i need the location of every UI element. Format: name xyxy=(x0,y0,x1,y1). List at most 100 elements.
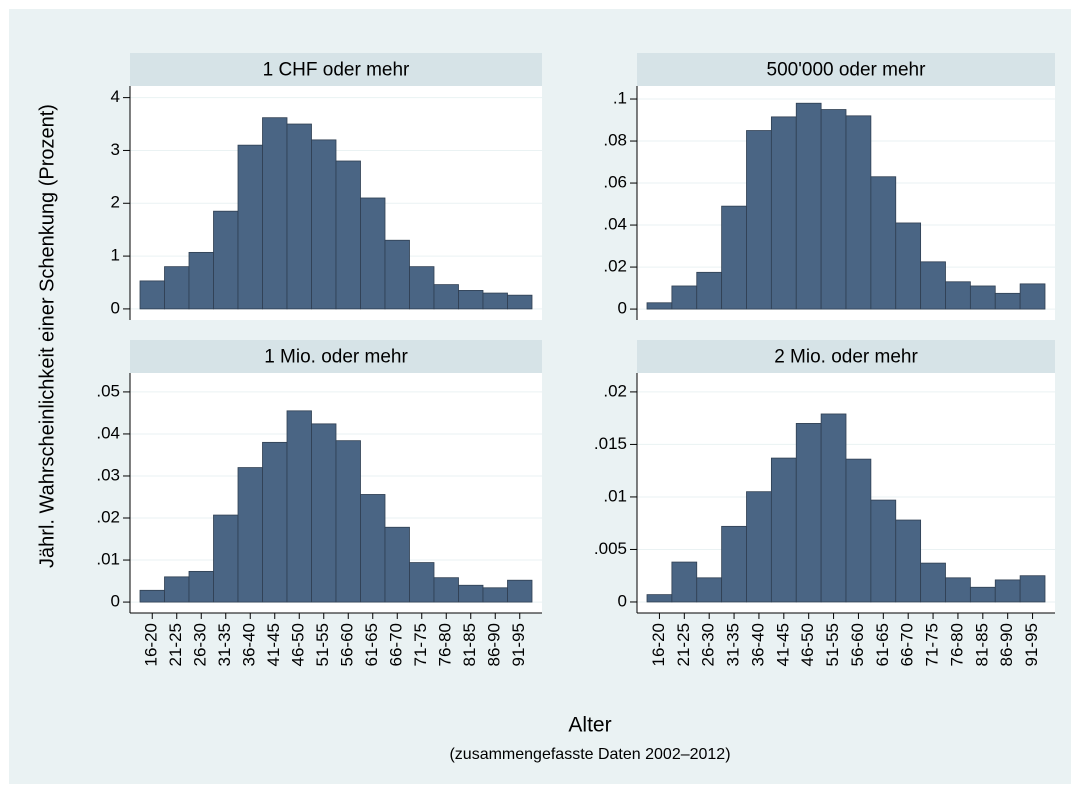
y-tick-label: .01 xyxy=(96,550,120,569)
bar xyxy=(1019,283,1046,310)
bar xyxy=(409,266,435,310)
panel-header xyxy=(130,53,542,86)
bar xyxy=(286,123,312,310)
bar xyxy=(433,577,459,603)
bar xyxy=(384,239,410,310)
bar xyxy=(696,271,723,310)
x-tick-label: 26-30 xyxy=(699,623,718,666)
bar xyxy=(994,579,1021,603)
bar xyxy=(945,577,971,603)
bar xyxy=(458,290,484,310)
note: (zusammengefasste Daten 2002–2012) xyxy=(449,746,730,763)
bar xyxy=(286,410,312,603)
x-tick-label: 31-35 xyxy=(724,623,743,666)
y-tick-label: .01 xyxy=(603,486,627,505)
bar xyxy=(384,526,410,603)
y-tick-label: .1 xyxy=(613,89,627,108)
bar xyxy=(795,423,822,603)
bar xyxy=(482,587,508,603)
x-tick-label: 51-55 xyxy=(313,623,332,666)
bar xyxy=(895,222,922,310)
y-axis-label: Jährl. Wahrscheinlichkeit einer Schenkun… xyxy=(36,104,58,568)
bar xyxy=(969,586,996,603)
bar xyxy=(213,210,239,310)
x-tick-label: 91-95 xyxy=(509,623,528,666)
bar xyxy=(360,197,386,310)
x-tick-label: 66-70 xyxy=(387,623,406,666)
panel-title: 1 CHF oder mehr xyxy=(263,60,410,81)
bar xyxy=(994,292,1021,310)
panel-header xyxy=(130,340,542,373)
x-tick-label: 31-35 xyxy=(215,623,234,666)
x-tick-label: 16-20 xyxy=(142,623,161,666)
y-tick-label: 2 xyxy=(111,193,120,212)
y-tick-label: .08 xyxy=(603,131,627,150)
x-tick-label: 61-65 xyxy=(362,623,381,666)
bar xyxy=(335,440,361,603)
bar xyxy=(139,589,165,603)
bar xyxy=(746,491,772,603)
bar xyxy=(433,284,459,310)
x-tick-label: 71-75 xyxy=(923,623,942,666)
bar xyxy=(820,413,847,603)
y-tick-label: 1 xyxy=(111,246,120,265)
bar xyxy=(671,561,698,603)
x-tick-label: 81-85 xyxy=(460,623,479,666)
bar xyxy=(188,570,214,603)
bar xyxy=(820,109,847,310)
y-tick-label: 0 xyxy=(618,299,627,318)
x-tick-label: 41-45 xyxy=(264,623,283,666)
bar xyxy=(770,457,797,603)
bar xyxy=(920,261,946,310)
x-tick-label: 86-90 xyxy=(485,623,504,666)
bar xyxy=(721,205,747,310)
panel-title: 2 Mio. oder mehr xyxy=(774,347,918,368)
bar xyxy=(507,579,533,603)
x-tick-label: 91-95 xyxy=(1022,623,1041,666)
bar xyxy=(335,160,361,310)
x-tick-label: 56-60 xyxy=(338,623,357,666)
y-tick-label: .04 xyxy=(603,215,627,234)
bar xyxy=(920,562,946,603)
bar xyxy=(237,144,263,310)
panel-title: 1 Mio. oder mehr xyxy=(264,347,408,368)
y-tick-label: .02 xyxy=(603,381,627,400)
panel-header xyxy=(637,53,1055,86)
bar xyxy=(237,467,263,603)
bar xyxy=(164,576,190,603)
x-tick-label: 81-85 xyxy=(972,623,991,666)
bar xyxy=(458,584,484,603)
bar xyxy=(507,294,533,310)
bar xyxy=(646,594,673,603)
bar xyxy=(895,519,922,603)
x-tick-label: 21-25 xyxy=(674,623,693,666)
panel-header xyxy=(637,340,1055,373)
x-tick-label: 36-40 xyxy=(748,623,767,666)
y-tick-label: 3 xyxy=(111,140,120,159)
x-tick-label: 21-25 xyxy=(166,623,185,666)
bar xyxy=(870,499,897,603)
y-tick-label: 4 xyxy=(111,87,120,106)
bar xyxy=(870,176,897,310)
x-tick-label: 71-75 xyxy=(411,623,430,666)
bar xyxy=(311,423,337,603)
bar xyxy=(482,292,508,310)
y-tick-label: .06 xyxy=(603,173,627,192)
bar xyxy=(945,281,971,310)
bar xyxy=(262,441,288,603)
x-tick-label: 26-30 xyxy=(191,623,210,666)
bar xyxy=(213,514,239,603)
y-tick-label: .02 xyxy=(96,507,120,526)
x-tick-label: 76-80 xyxy=(436,623,455,666)
y-tick-label: 0 xyxy=(111,298,120,317)
bar xyxy=(360,494,386,603)
bar xyxy=(770,116,797,310)
y-tick-label: .04 xyxy=(96,423,120,442)
bar xyxy=(845,115,872,310)
bar xyxy=(696,577,723,603)
y-tick-label: .02 xyxy=(603,257,627,276)
bar xyxy=(795,102,822,310)
bar xyxy=(188,251,214,310)
panel-title: 500'000 oder mehr xyxy=(767,60,927,81)
bar xyxy=(164,266,190,310)
